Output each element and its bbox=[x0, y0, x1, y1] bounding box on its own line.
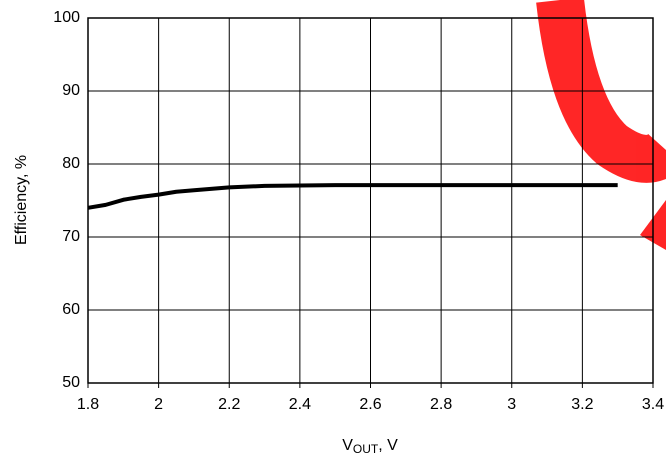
y-tick-label: 90 bbox=[62, 82, 80, 99]
y-axis-label: Efficiency, % bbox=[13, 155, 30, 245]
x-tick-label: 2.2 bbox=[218, 396, 240, 413]
x-axis-label-main: V bbox=[342, 437, 353, 454]
plot-frame bbox=[87, 17, 654, 384]
x-tick-label: 2 bbox=[154, 396, 163, 413]
y-tick-label: 100 bbox=[53, 9, 80, 26]
x-tick-label: 2.8 bbox=[430, 396, 452, 413]
x-tick-label: 3 bbox=[507, 396, 516, 413]
x-tick-label: 2.6 bbox=[359, 396, 381, 413]
x-tick-label: 3.4 bbox=[642, 396, 664, 413]
x-axis-label-sub: OUT bbox=[353, 442, 379, 456]
y-tick-label: 80 bbox=[62, 155, 80, 172]
x-tick-label: 2.4 bbox=[289, 396, 311, 413]
x-tick-label: 1.8 bbox=[77, 396, 99, 413]
x-tick-label: 3.2 bbox=[571, 396, 593, 413]
x-axis-label: VOUT, V bbox=[342, 437, 398, 456]
y-tick-label: 70 bbox=[62, 228, 80, 245]
data-line bbox=[87, 183, 618, 210]
y-tick-label: 50 bbox=[62, 374, 80, 391]
x-axis-label-rest: , V bbox=[378, 437, 398, 454]
y-tick-label: 60 bbox=[62, 301, 80, 318]
watermark-stroke bbox=[536, 0, 666, 183]
